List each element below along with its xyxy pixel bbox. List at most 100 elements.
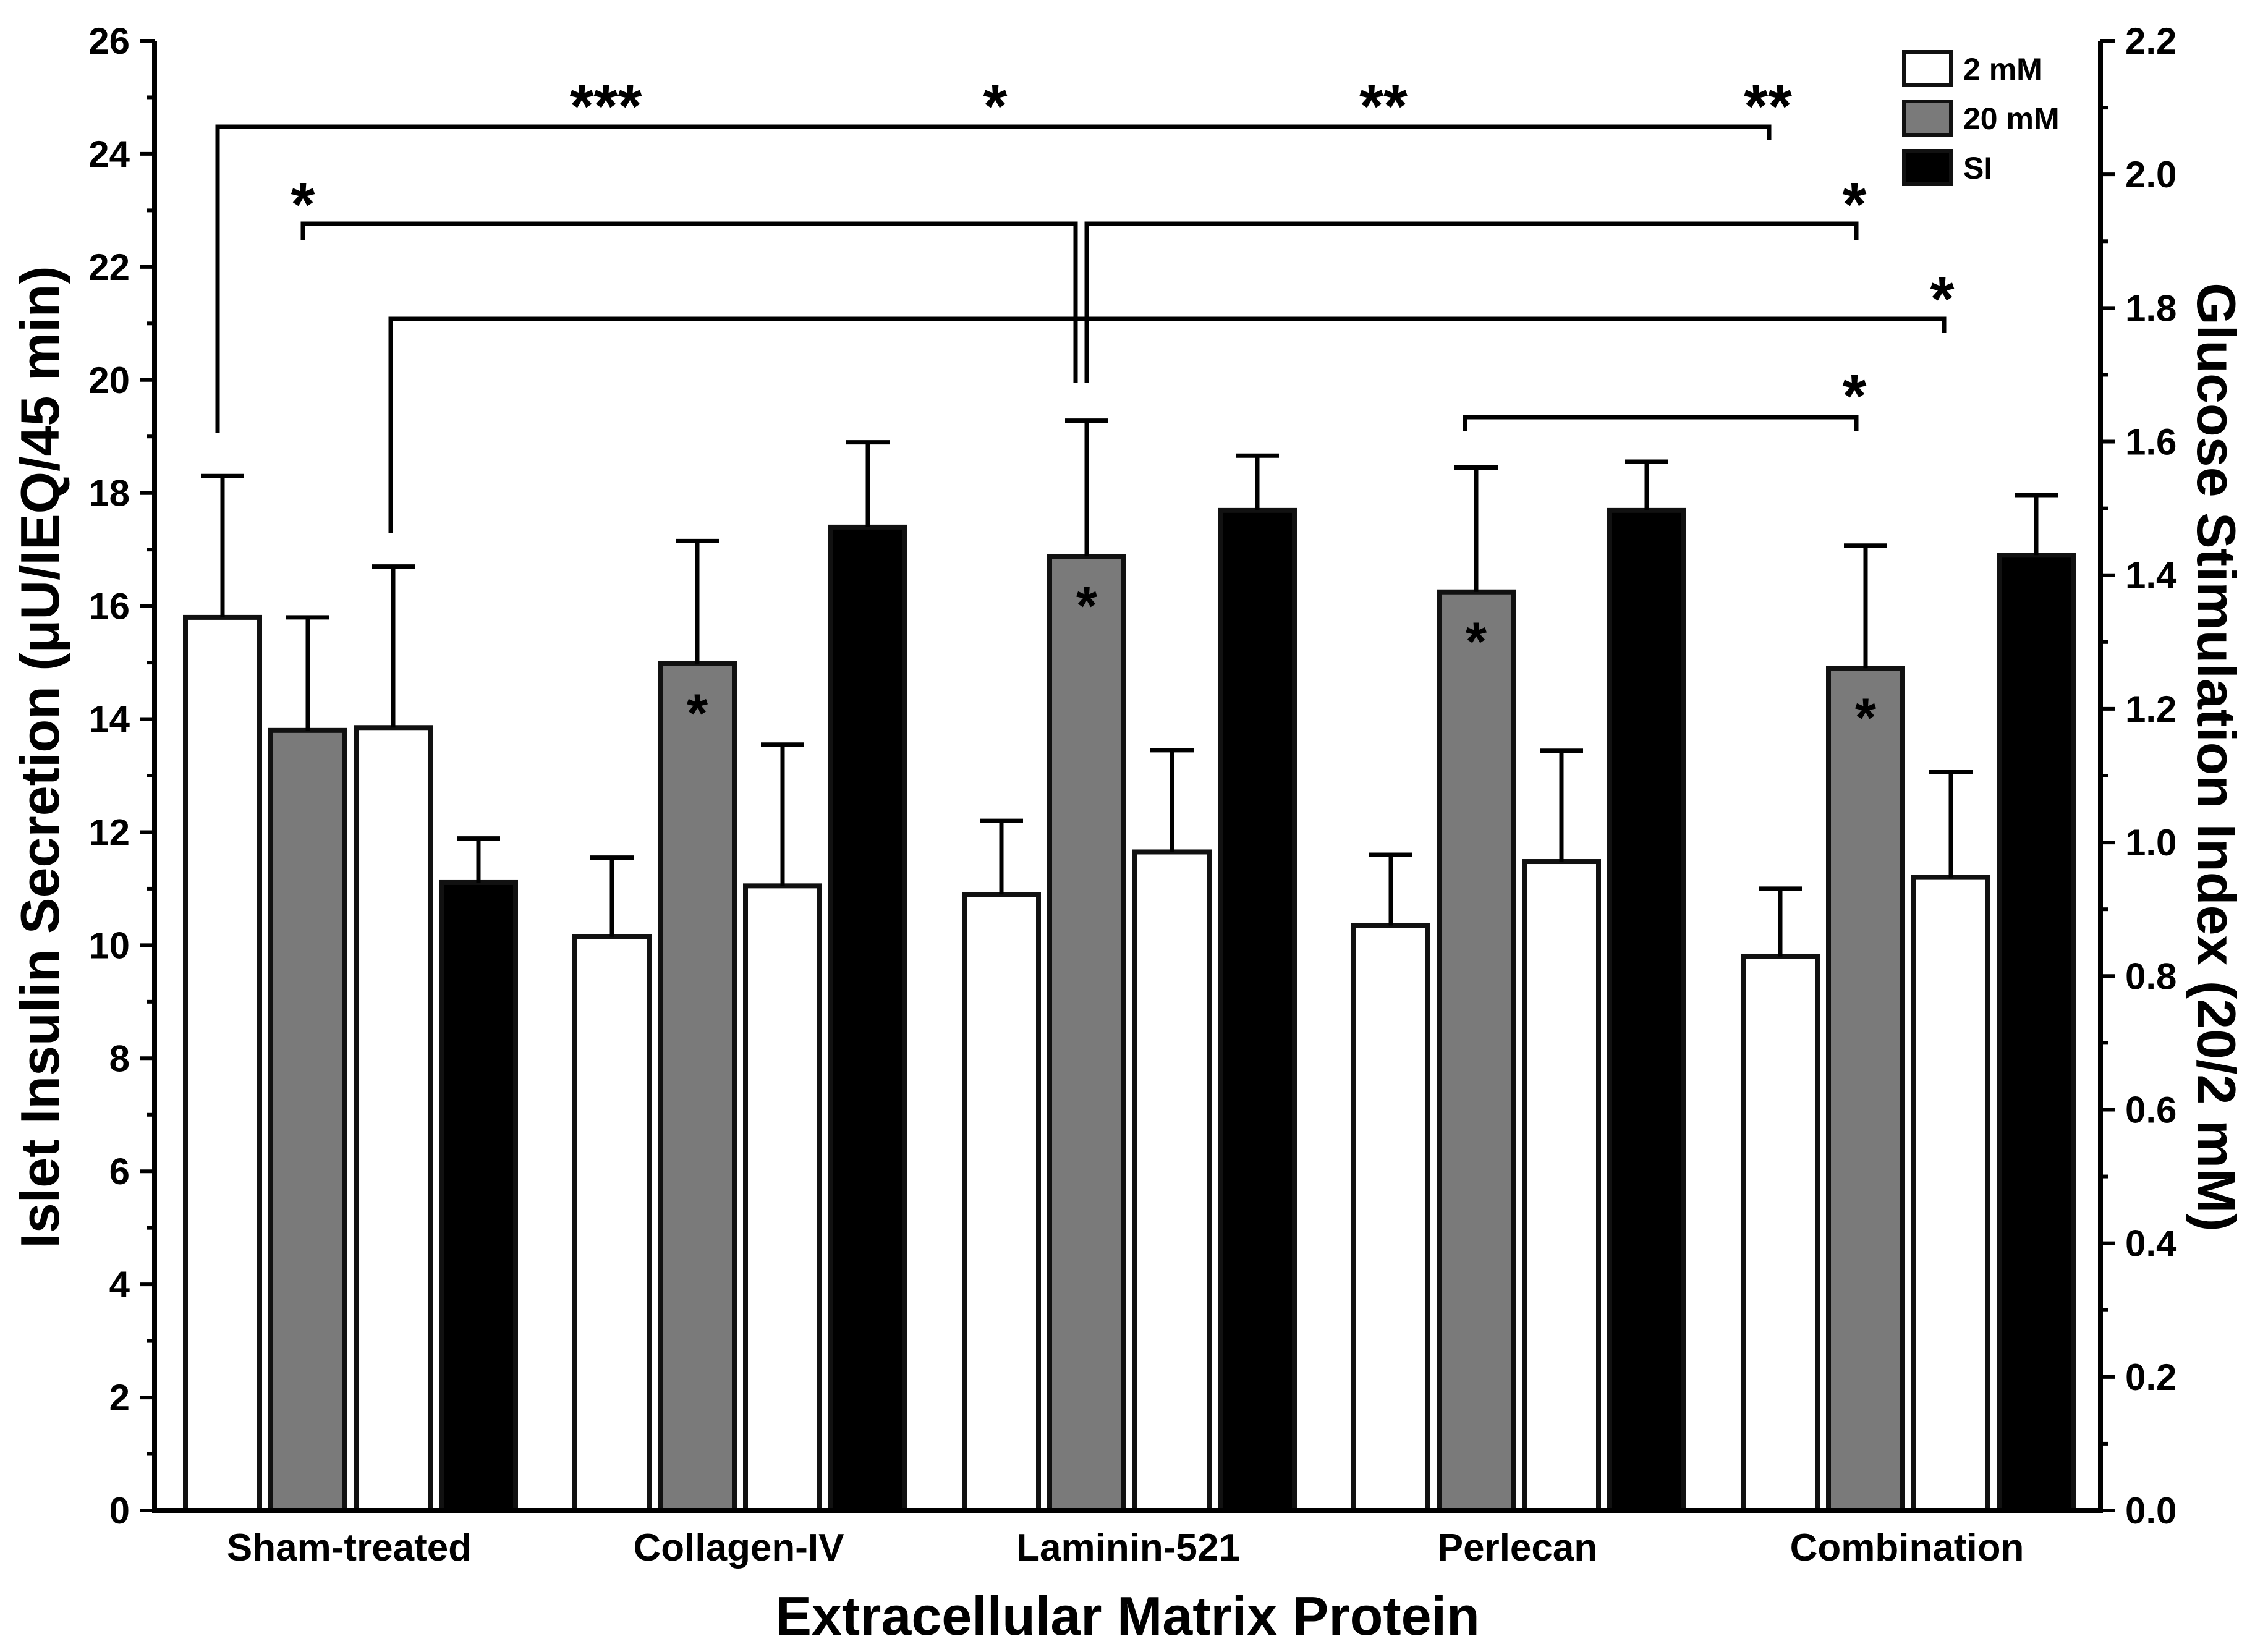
error-bar: [1625, 459, 1668, 510]
bar-2mm-combination: [1741, 954, 1820, 1513]
error-bar: [201, 473, 244, 617]
bar-20mm-sham-treated: [268, 727, 347, 1513]
error-bar: [372, 564, 415, 728]
significance-label: *: [1843, 170, 1867, 239]
error-bar-layer: [201, 418, 2058, 957]
error-bar: [2015, 493, 2058, 556]
legend-swatch: [1902, 50, 1953, 87]
x-category-label: Combination: [1790, 1527, 2024, 1569]
y-tick-label: 14: [88, 699, 130, 740]
error-bar: [1065, 418, 1108, 557]
y-tick-label: 20: [88, 360, 130, 401]
significance-label: **: [1744, 72, 1792, 141]
y-tick-label: 18: [88, 473, 130, 514]
bar-20mm-laminin-521: [1047, 554, 1126, 1513]
bar-2mm-collagen-iv: [743, 883, 822, 1513]
legend-label: SI: [1963, 151, 1992, 185]
y-tick-label-right: 2.2: [2125, 20, 2176, 62]
y-tick-label: 8: [109, 1038, 130, 1079]
y-tick-label: 10: [88, 925, 130, 966]
bar-significance-mark: ‡: [853, 532, 883, 593]
y-tick-label-right: 0.2: [2125, 1357, 2176, 1398]
error-bar: [1369, 852, 1412, 926]
bracket-sham-2mM-combination: [215, 124, 1772, 433]
y-tick-label: 4: [109, 1264, 130, 1305]
x-category-label: Perlecan: [1438, 1527, 1598, 1569]
bar-2mm-combination: [1911, 875, 1990, 1513]
error-bar: [457, 836, 500, 883]
error-bar: [846, 440, 890, 527]
error-bar: [1236, 453, 1279, 510]
y-tick-label-right: 0.8: [2125, 955, 2176, 997]
error-bar: [1929, 770, 1973, 878]
error-bar: [980, 818, 1023, 895]
error-bar: [1150, 748, 1194, 852]
legend: 2 mM 20 mM SI: [1902, 50, 2060, 186]
y-axis-title-left: Islet Insulin Secretion (μU/IEQ/45 min): [9, 266, 70, 1248]
y-tick-label-right: 0.0: [2125, 1490, 2176, 1531]
y-tick-label: 26: [88, 20, 130, 62]
bar-20mm-combination: [1826, 666, 1905, 1513]
bar-si-laminin-521: [1218, 507, 1297, 1513]
y-axis-title-right: Glucose Stimulation Index (20/2 mM): [2186, 282, 2247, 1231]
error-bar: [1454, 465, 1498, 592]
y-tick-label: 2: [109, 1377, 130, 1418]
bar-2mm-collagen-iv: [572, 934, 652, 1513]
bar-si-collagen-iv: [828, 524, 907, 1513]
y-tick-label: 16: [88, 586, 130, 627]
y-tick-label-right: 1.6: [2125, 421, 2176, 463]
bar-2mm-perlecan: [1351, 923, 1430, 1513]
bar-si-perlecan: [1607, 507, 1686, 1513]
bar-si-combination: [1997, 553, 2076, 1513]
y-tick-label-right: 1.0: [2125, 822, 2176, 863]
error-bar: [761, 742, 804, 886]
bar-2mm-sham-treated: [354, 725, 433, 1513]
bracket-laminin-combination: [1084, 221, 1859, 383]
bar-layer: [183, 507, 2076, 1513]
bar-significance-mark: #: [1632, 515, 1662, 577]
error-bar: [590, 855, 634, 937]
significance-label: **: [1359, 72, 1408, 141]
legend-swatch: [1902, 100, 1953, 137]
error-bar: [1844, 543, 1887, 669]
bar-2mm-laminin-521: [962, 892, 1041, 1513]
bracket-sham-20mM-laminin: [300, 221, 1078, 383]
error-bar: [286, 615, 329, 731]
x-category-label: Sham-treated: [227, 1527, 472, 1569]
legend-label: 20 mM: [1963, 101, 2060, 136]
error-bar: [1759, 886, 1802, 957]
significance-label: ***: [570, 72, 642, 141]
y-tick-label-right: 1.2: [2125, 688, 2176, 730]
bar-2mm-sham-treated: [183, 614, 262, 1513]
significance-label: *: [1930, 265, 1955, 334]
significance-label: *: [291, 170, 315, 239]
bar-significance-mark: *: [1076, 575, 1098, 636]
x-axis-title: Extracellular Matrix Protein: [775, 1585, 1480, 1646]
y-tick-label-right: 1.4: [2125, 555, 2177, 596]
legend-label: 2 mM: [1963, 52, 2042, 87]
bar-si-sham-treated: [439, 879, 518, 1513]
y-tick-label: 24: [88, 133, 130, 175]
x-category-label: Laminin-521: [1016, 1527, 1240, 1569]
bar-significance-mark: †: [2021, 560, 2052, 621]
bar-significance-mark: *: [687, 682, 708, 743]
bar-significance-mark: #: [1242, 515, 1273, 577]
bracket-perlecan-combination: [1463, 415, 1859, 431]
bar-20mm-collagen-iv: [658, 661, 737, 1513]
significance-layer: *** * ** *** ***: [215, 72, 1955, 533]
significance-label: *: [1843, 362, 1867, 431]
bar-mark-layer: * * * * ‡ # # †: [687, 515, 2052, 748]
y-tick-label: 22: [88, 247, 130, 288]
bracket-sham-2mM-second-combination: [388, 316, 1947, 533]
y-tick-label-right: 1.8: [2125, 287, 2176, 329]
bar-2mm-laminin-521: [1132, 849, 1212, 1513]
error-bar: [676, 538, 719, 664]
y-tick-label: 6: [109, 1151, 130, 1192]
axes-layer: 024681012141618202224260.00.20.40.60.81.…: [88, 20, 2177, 1569]
bar-20mm-perlecan: [1437, 589, 1516, 1513]
legend-swatch: [1902, 149, 1953, 186]
x-category-label: Collagen-IV: [633, 1527, 844, 1569]
error-bar: [1540, 748, 1583, 862]
bar-significance-mark: *: [1855, 687, 1877, 748]
significance-label: *: [983, 72, 1008, 141]
